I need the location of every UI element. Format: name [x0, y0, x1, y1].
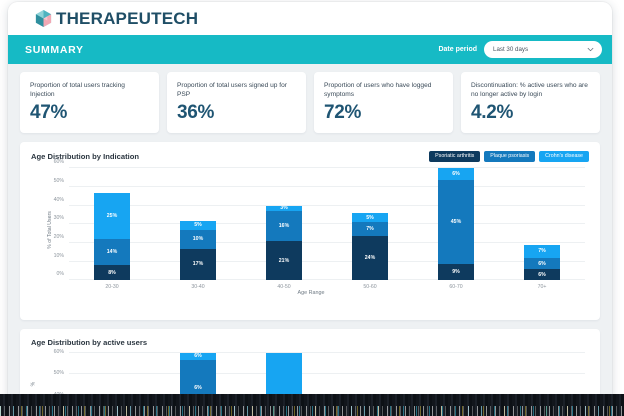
summary-title: SUMMARY	[25, 43, 84, 56]
x-axis-tick: 30-40	[191, 284, 205, 291]
bar-segment[interactable]: 5%	[352, 213, 388, 223]
bar-segment[interactable]: 21%	[266, 241, 302, 281]
chart-card-age-distribution-by-indication: Age Distribution by Indication Psoriatic…	[20, 142, 600, 320]
kpi-label: Discontinuation: % active users who are …	[471, 82, 588, 98]
gridline: 20%	[54, 234, 585, 243]
kpi-value: 72%	[324, 102, 362, 123]
x-axis-tick: 60-70	[449, 284, 463, 291]
app-header: THERAPEUTECH	[8, 2, 612, 35]
date-period-label: Date period	[438, 46, 477, 53]
kpi-value: 36%	[177, 102, 215, 123]
y-axis-tick: 40%	[53, 196, 64, 203]
y-axis-tick: 50%	[53, 177, 64, 184]
chart-title: Age Distribution by active users	[31, 338, 148, 347]
kpi-card-psp-signup: Proportion of total users signed up for …	[167, 72, 306, 133]
cutoff-noise	[0, 406, 624, 416]
bar-column[interactable]: 3% 16% 21% 40-50	[266, 168, 302, 290]
plot-area: 0% 10% 20% 30% 40% 50% 60% 25% 14% 8% 20-30 5% 10% 17…	[54, 159, 585, 290]
bar-column[interactable]: 6% 45% 9% 60-70	[438, 168, 474, 290]
y-axis-tick: 10%	[53, 252, 64, 259]
therapeutech-logo-icon	[34, 9, 53, 28]
gridline: 30%	[54, 215, 585, 225]
y-axis-tick: 60%	[53, 349, 64, 355]
gridline: 50%	[54, 178, 585, 187]
legend-item-psoriatic-arthritis[interactable]: Psoriatic arthritis	[429, 151, 481, 163]
y-axis-label: % of Total Users	[46, 211, 53, 250]
bar-segment[interactable]: 6%	[438, 168, 474, 180]
kpi-card-row: Proportion of total users tracking Injec…	[20, 72, 600, 133]
gridline: 50%	[54, 370, 585, 376]
kpi-value: 47%	[30, 102, 68, 123]
bar-segment[interactable]: 6%	[524, 269, 560, 281]
bar-segment[interactable]: 7%	[352, 222, 388, 236]
bar-segment[interactable]: 8%	[94, 265, 130, 281]
bar-segment[interactable]: 9%	[438, 263, 474, 281]
bar-segment[interactable]: 3%	[266, 205, 302, 212]
kpi-card-injection-tracking: Proportion of total users tracking Injec…	[20, 72, 159, 133]
x-axis-tick: 20-30	[105, 284, 119, 291]
legend-item-crohns-disease[interactable]: Crohn's disease	[539, 151, 589, 163]
gridline: 60%	[54, 349, 585, 355]
y-axis-tick: 50%	[53, 370, 64, 377]
chart-legend: Psoriatic arthritis Plaque psoriasis Cro…	[429, 151, 589, 163]
bar-group: 25% 14% 8% 20-30 5% 10% 17% 30-40 3% 16% 21% 40-50 5…	[69, 168, 585, 290]
y-axis-tick: 60%	[53, 159, 64, 166]
chart-title: Age Distribution by Indication	[31, 152, 139, 162]
app-window: THERAPEUTECH SUMMARY Date period Last 30…	[8, 2, 612, 412]
kpi-value: 4.2%	[471, 102, 514, 123]
bar-segment[interactable]: 7%	[524, 244, 560, 258]
summary-bar: SUMMARY Date period Last 30 days	[8, 35, 612, 64]
bar-segment[interactable]: 6%	[524, 257, 560, 270]
x-axis-tick: 50-60	[363, 284, 377, 291]
kpi-label: Proportion of total users tracking Injec…	[30, 82, 125, 98]
y-axis-label: %	[30, 381, 37, 387]
legend-item-plaque-psoriasis[interactable]: Plaque psoriasis	[484, 151, 536, 163]
screenshot-cutoff-band	[0, 394, 624, 416]
bar-segment[interactable]: 16%	[266, 211, 302, 242]
bar-column[interactable]: 5% 7% 24% 50-60	[352, 168, 388, 290]
chart-plot-indication: % of Total Users 0% 10% 20% 30% 40% 50% 60% 25%…	[33, 159, 589, 297]
kpi-card-logged-symptoms: Proportion of users who have logged symp…	[314, 72, 453, 133]
bar-column[interactable]: 5% 10% 17% 30-40	[180, 168, 216, 290]
y-axis-tick: 30%	[53, 215, 64, 222]
y-axis-tick: 0%	[56, 271, 65, 278]
bar-segment[interactable]: 14%	[94, 239, 130, 266]
gridline: 10%	[54, 253, 585, 262]
dashboard-content: Proportion of total users tracking Injec…	[8, 64, 612, 412]
bar-segment[interactable]: 10%	[180, 229, 216, 249]
brand-name: THERAPEUTECH	[56, 8, 199, 28]
gridline: 0%	[57, 271, 585, 281]
gridline: 40%	[54, 197, 585, 206]
date-period-value: Last 30 days	[493, 46, 529, 53]
x-axis-tick: 40-50	[277, 284, 291, 291]
chart-header: Age Distribution by active users	[31, 338, 589, 347]
bar-column[interactable]: 7% 6% 6% 70+	[524, 168, 560, 290]
x-axis-label: Age Range	[297, 290, 325, 297]
x-axis-tick: 70+	[537, 284, 547, 291]
bar-segment[interactable]: 25%	[94, 192, 130, 240]
bar-column[interactable]: 25% 14% 8% 20-30	[94, 168, 130, 290]
chart-header: Age Distribution by Indication Psoriatic…	[31, 151, 589, 163]
kpi-label: Proportion of total users signed up for …	[177, 82, 287, 98]
chevron-down-icon	[587, 46, 594, 53]
bar-segment[interactable]: 45%	[438, 179, 474, 264]
date-period-select[interactable]: Last 30 days	[484, 41, 602, 58]
bar-segment[interactable]: 17%	[180, 248, 216, 281]
kpi-label: Proportion of users who have logged symp…	[324, 82, 432, 98]
bar-segment[interactable]: 6%	[180, 353, 216, 360]
gridline: 60%	[54, 159, 585, 169]
y-axis-tick: 20%	[53, 233, 64, 240]
kpi-card-discontinuation: Discontinuation: % active users who are …	[461, 72, 600, 133]
date-period-control: Date period Last 30 days	[438, 41, 602, 58]
bar-segment[interactable]: 5%	[180, 220, 216, 230]
bar-segment[interactable]: 24%	[352, 235, 388, 281]
